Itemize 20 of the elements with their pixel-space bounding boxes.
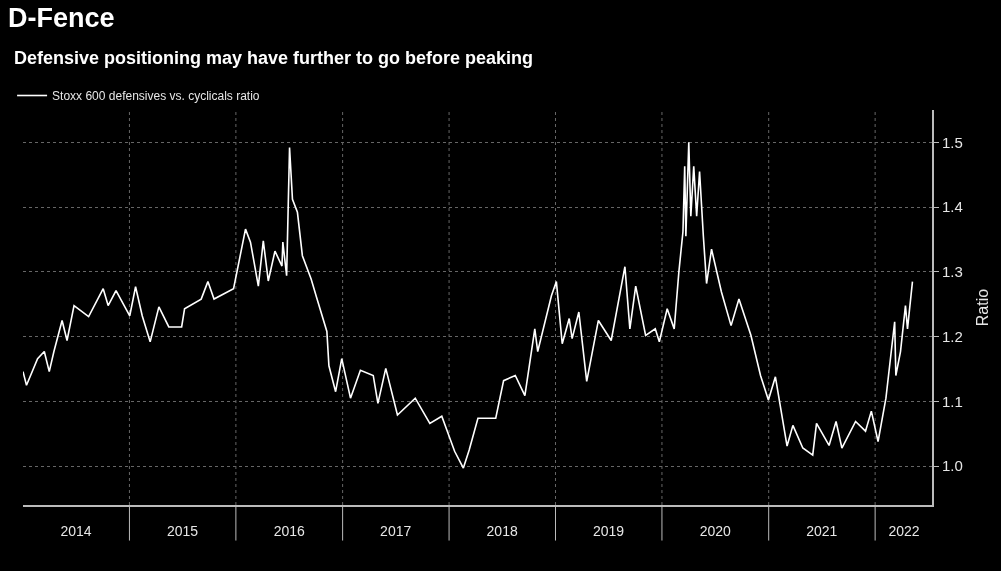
- y-tick-label: 1.3: [942, 263, 963, 281]
- y-tick-label: 1.1: [942, 392, 963, 410]
- y-tick-label: 1.2: [942, 327, 963, 345]
- legend-label: Stoxx 600 defensives vs. cyclicals ratio: [52, 89, 260, 104]
- x-tick-label: 2020: [699, 522, 732, 539]
- y-tick-label: 1.0: [942, 457, 963, 475]
- x-tick-label: 2019: [593, 522, 625, 539]
- y-tick-label: 1.4: [942, 198, 963, 216]
- y-tick-label: 1.5: [942, 133, 963, 151]
- chart-subtitle: Defensive positioning may have further to go before peaking: [14, 48, 534, 68]
- x-tick-label: 2016: [273, 522, 306, 539]
- x-tick-label: 2014: [60, 522, 92, 539]
- x-tick-label: 2018: [486, 522, 518, 539]
- x-tick-label: 2015: [166, 522, 199, 539]
- x-tick-label: 2022: [888, 522, 920, 539]
- line-series: [23, 141, 914, 469]
- y-axis-title: Ratio: [974, 288, 992, 327]
- chart-title: D-Fence: [8, 3, 115, 34]
- x-tick-label: 2017: [380, 522, 412, 539]
- x-tick-label: 2021: [806, 522, 838, 539]
